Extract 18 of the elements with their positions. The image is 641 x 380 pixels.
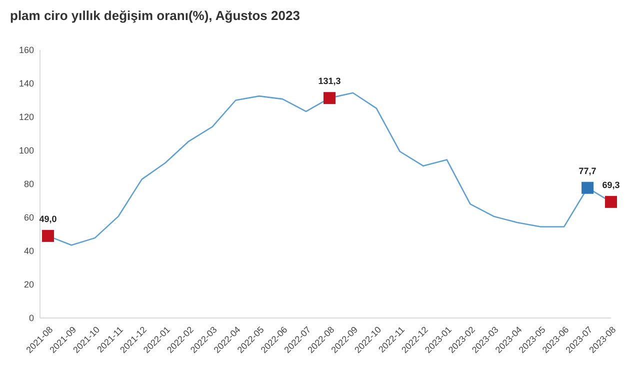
y-tick-label: 120 [18,112,34,122]
y-tick-label: 100 [18,146,34,156]
chart-title: plam ciro yıllık değişim oranı(%), Ağustos 2023 [10,8,300,23]
y-tick-label: 160 [18,45,34,56]
y-tick-label: 80 [24,179,34,190]
data-label: 131,3 [318,76,341,86]
point [324,92,336,104]
data-label: 77,7 [578,166,596,176]
point [42,230,54,242]
data-label: 69,3 [602,180,620,190]
y-tick-label: 40 [24,246,34,256]
point [605,196,617,208]
y-tick-label: 0 [28,313,34,324]
y-tick-label: 20 [24,280,34,290]
data-label: 49,0 [39,214,57,224]
y-tick-label: 60 [24,212,34,223]
point [582,182,594,194]
y-tick-label: 140 [18,78,34,89]
